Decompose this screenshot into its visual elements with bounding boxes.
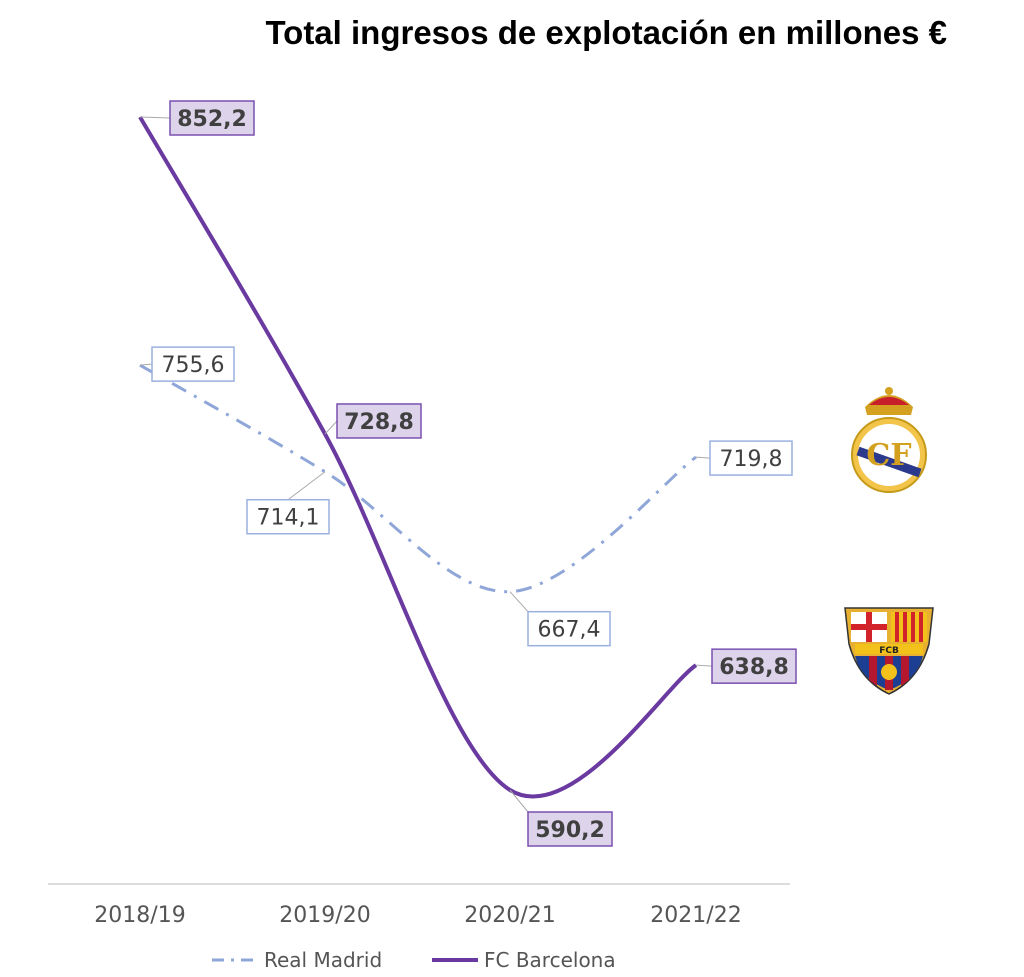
x-tick-label: 2018/19	[94, 903, 185, 928]
leader-line	[139, 116, 171, 119]
leader-line	[509, 789, 529, 813]
leader-line	[287, 471, 326, 501]
leader-line	[695, 456, 711, 459]
data-label-box	[169, 100, 255, 136]
data-label: 667,4	[538, 618, 601, 643]
data-label: 714,1	[257, 506, 320, 531]
legend-label: FC Barcelona	[484, 948, 616, 972]
legend-label: Real Madrid	[264, 948, 382, 972]
data-label: 719,8	[720, 447, 783, 472]
fc-barcelona-logo: FCB	[844, 607, 934, 695]
leader-line	[139, 363, 153, 366]
data-label: 852,2	[177, 107, 247, 132]
data-label-box	[246, 498, 330, 535]
x-tick-label: 2021/22	[650, 903, 741, 928]
leader-line	[695, 664, 713, 667]
data-label: 728,8	[344, 410, 414, 435]
chart-title: Total ingresos de explotación en millone…	[265, 14, 947, 51]
data-label-box	[527, 610, 611, 647]
data-label: 590,2	[535, 818, 605, 843]
data-label-box	[151, 346, 235, 382]
data-label-box	[711, 648, 797, 684]
x-tick-label: 2019/20	[279, 903, 370, 928]
data-label-box	[709, 440, 793, 476]
fc-barcelona-line	[138, 115, 698, 799]
leader-line	[324, 420, 338, 435]
real-madrid-line	[139, 363, 697, 594]
data-label: 638,8	[719, 655, 789, 680]
leader-line	[509, 591, 529, 613]
data-label: 755,6	[162, 353, 225, 378]
real-madrid-logo: CF	[851, 387, 927, 493]
x-tick-label: 2020/21	[464, 903, 555, 928]
data-label-box	[336, 403, 422, 439]
fcb-text: FCB	[879, 646, 899, 656]
svg-text:CF: CF	[866, 438, 911, 473]
data-label-box	[527, 811, 613, 847]
